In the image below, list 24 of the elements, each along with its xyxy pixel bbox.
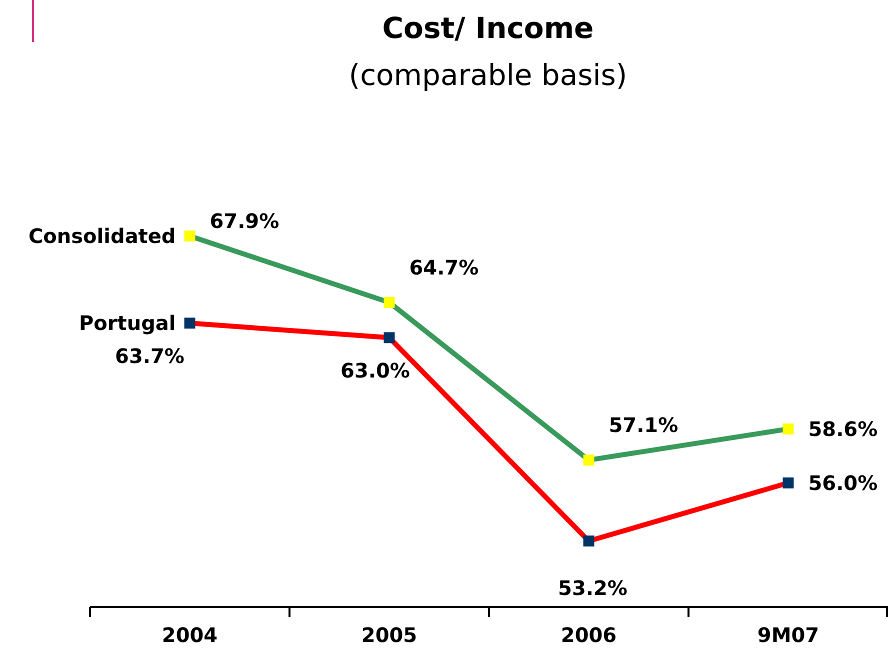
data-label: 63.0%	[340, 358, 410, 383]
point	[384, 332, 395, 344]
data-label: 56.0%	[808, 470, 878, 495]
series-label: Portugal	[79, 311, 176, 336]
chart-subtitle: (comparable basis)	[348, 58, 628, 92]
data-label: 58.6%	[808, 416, 878, 441]
point	[583, 454, 594, 466]
point	[583, 536, 594, 546]
series-label: Consolidated	[28, 224, 176, 248]
x-tick-label: 9M07	[757, 623, 820, 647]
point	[782, 477, 794, 488]
data-label: 64.7%	[409, 255, 479, 280]
point	[384, 296, 395, 308]
point	[184, 230, 196, 242]
x-tick-label: 2005	[361, 623, 418, 647]
data-label: 63.7%	[115, 344, 184, 368]
data-label: 53.2%	[558, 576, 628, 600]
chart-title: Cost/ Income	[382, 11, 594, 45]
data-label: 67.9%	[210, 209, 280, 233]
x-tick-label: 2004	[162, 623, 218, 647]
point	[184, 318, 196, 329]
point	[782, 423, 794, 434]
data-label: 57.1%	[608, 413, 678, 438]
x-tick-label: 2006	[560, 623, 617, 647]
